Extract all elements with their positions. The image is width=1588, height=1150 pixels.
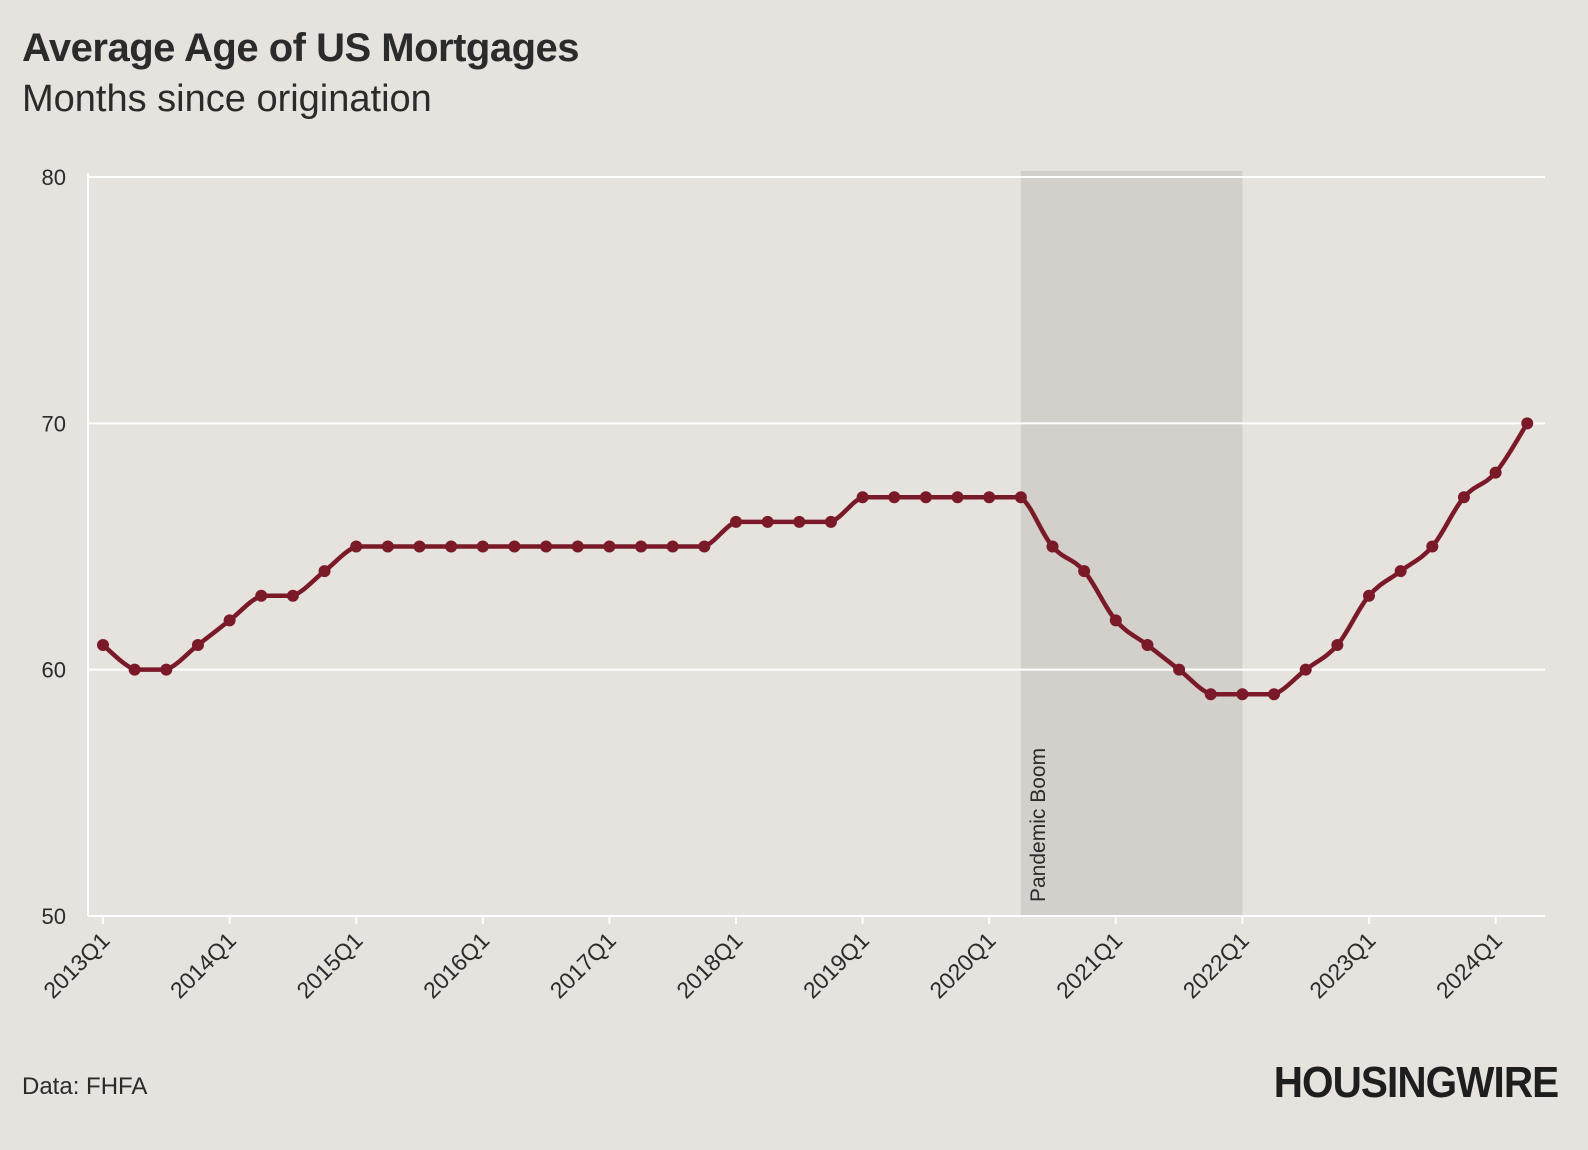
data-point — [983, 491, 996, 504]
chart-title: Average Age of US Mortgages — [22, 26, 580, 70]
data-point — [1394, 565, 1407, 578]
series-line — [100, 421, 1530, 697]
data-point — [318, 565, 331, 578]
data-point — [919, 491, 932, 504]
x-tick-label: 2022Q1 — [1178, 927, 1254, 1003]
y-tick-label: 50 — [42, 904, 66, 929]
data-point — [761, 515, 774, 528]
data-point — [1204, 688, 1217, 701]
x-tick-label: 2015Q1 — [291, 927, 367, 1003]
data-point — [1363, 589, 1375, 602]
data-point — [793, 515, 806, 528]
x-tick-label: 2021Q1 — [1051, 927, 1127, 1003]
data-point — [1078, 565, 1091, 578]
x-tick-label: 2013Q1 — [38, 927, 114, 1003]
data-point — [666, 540, 679, 553]
data-point — [413, 540, 426, 553]
data-point — [1268, 688, 1281, 701]
chart-subtitle: Months since origination — [22, 78, 432, 120]
pandemic-boom-label: Pandemic Boom — [1027, 748, 1050, 902]
data-point — [1331, 639, 1344, 652]
data-point — [128, 663, 141, 676]
data-point — [97, 639, 109, 652]
data-point — [1173, 663, 1186, 676]
data-point — [1299, 663, 1312, 676]
data-point — [1046, 540, 1059, 553]
data-point — [824, 515, 837, 528]
data-point — [255, 589, 268, 602]
data-point — [191, 639, 204, 652]
data-point — [856, 491, 869, 504]
data-point — [1236, 688, 1249, 701]
data-point — [1489, 466, 1502, 479]
data-point — [381, 540, 394, 553]
x-tick-label: 2016Q1 — [418, 927, 494, 1003]
data-point — [571, 540, 584, 553]
data-point — [603, 540, 616, 553]
x-tick-label: 2014Q1 — [165, 927, 241, 1003]
data-point — [698, 540, 711, 553]
data-point — [951, 491, 964, 504]
data-point — [286, 589, 299, 602]
housingwire-logo: HOUSINGWIRE — [1273, 1058, 1559, 1107]
x-tick-label: 2019Q1 — [798, 927, 874, 1003]
data-point — [635, 540, 648, 553]
x-tick-label: 2024Q1 — [1431, 927, 1507, 1003]
data-point — [350, 540, 363, 553]
data-point — [445, 540, 458, 553]
data-point — [1141, 639, 1154, 652]
data-point — [476, 540, 489, 553]
pandemic-boom-region — [1020, 171, 1243, 916]
x-tick-label: 2018Q1 — [671, 927, 747, 1003]
data-point — [730, 515, 742, 528]
data-point — [888, 491, 901, 504]
x-tick-label: 2023Q1 — [1304, 927, 1380, 1003]
data-point — [1014, 491, 1027, 504]
x-tick-label: 2020Q1 — [924, 927, 1000, 1003]
data-point — [160, 663, 173, 676]
data-point — [1426, 540, 1439, 553]
data-point — [1109, 614, 1122, 627]
data-point — [540, 540, 553, 553]
y-tick-label: 60 — [42, 658, 66, 683]
data-point — [508, 540, 521, 553]
data-point — [223, 614, 236, 627]
data-point — [1521, 417, 1534, 430]
y-tick-label: 70 — [42, 411, 66, 436]
x-tick-label: 2017Q1 — [545, 927, 621, 1003]
data-source: Data: FHFA — [22, 1073, 148, 1100]
data-point — [1457, 491, 1470, 504]
y-tick-label: 80 — [42, 165, 66, 190]
